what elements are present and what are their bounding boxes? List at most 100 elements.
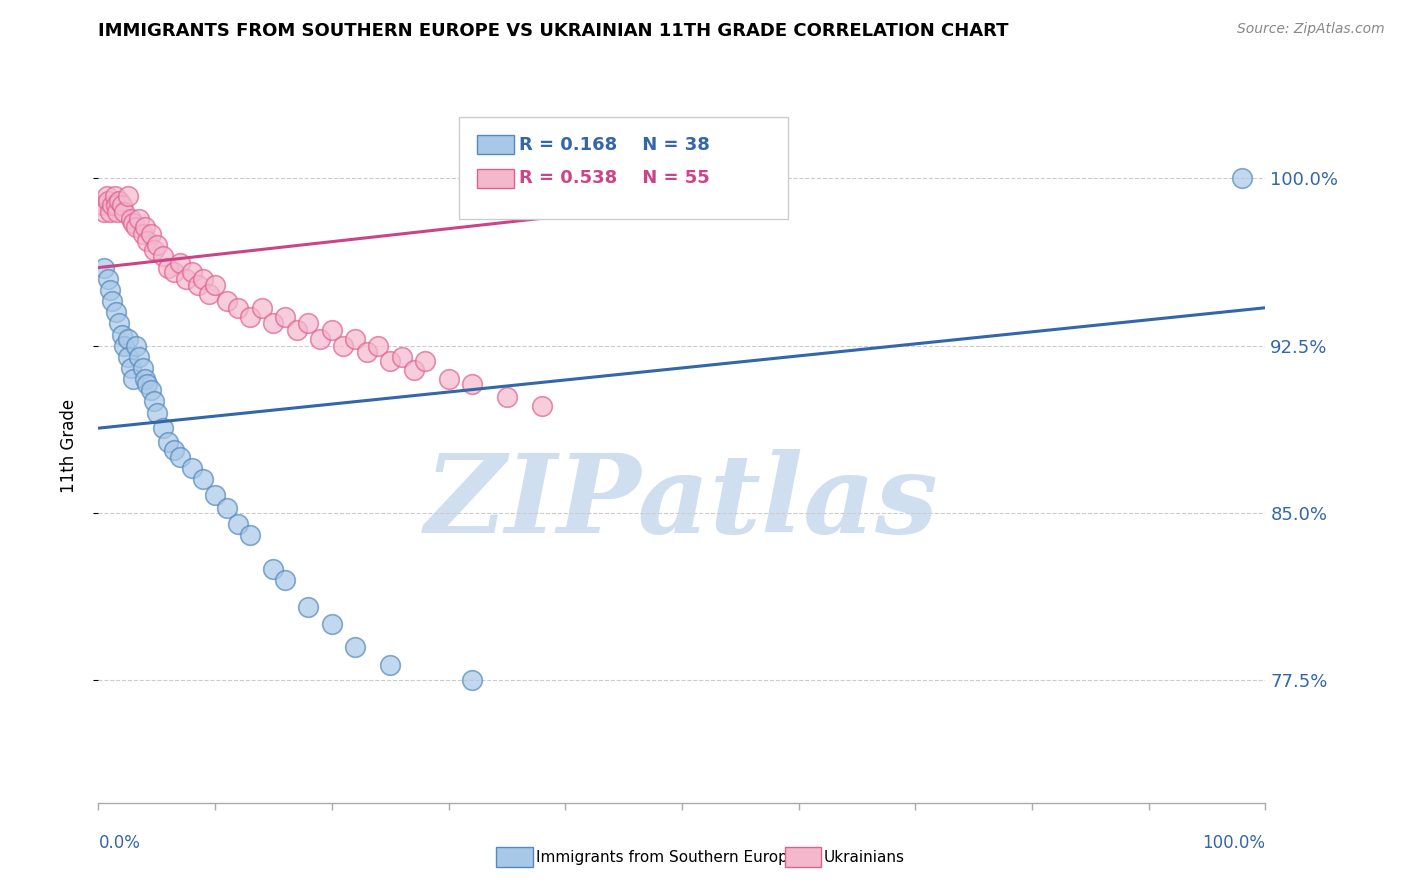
Point bbox=[437, 372, 460, 386]
Point bbox=[174, 271, 197, 285]
Point bbox=[111, 198, 134, 212]
Point bbox=[262, 316, 284, 330]
Point bbox=[215, 294, 238, 309]
Point bbox=[98, 283, 121, 297]
Point bbox=[132, 227, 155, 242]
Point bbox=[98, 204, 121, 219]
Point bbox=[128, 211, 150, 226]
Point bbox=[122, 372, 145, 386]
Point bbox=[96, 189, 118, 203]
Point bbox=[139, 384, 162, 398]
Point bbox=[120, 361, 142, 376]
Point bbox=[321, 323, 343, 337]
Point bbox=[104, 189, 127, 203]
Point bbox=[180, 265, 202, 279]
Point bbox=[111, 327, 134, 342]
Text: 100.0%: 100.0% bbox=[1202, 834, 1265, 852]
Point bbox=[157, 434, 180, 449]
Point bbox=[250, 301, 273, 315]
Point bbox=[152, 250, 174, 264]
Point bbox=[285, 323, 308, 337]
Point bbox=[146, 405, 169, 419]
Point bbox=[309, 332, 332, 346]
Point bbox=[204, 488, 226, 502]
Point bbox=[180, 461, 202, 475]
Point bbox=[104, 305, 127, 319]
Point bbox=[530, 399, 553, 413]
Point bbox=[117, 189, 139, 203]
Text: R = 0.538    N = 55: R = 0.538 N = 55 bbox=[519, 169, 710, 187]
Point bbox=[104, 198, 127, 212]
Point bbox=[117, 332, 139, 346]
Point bbox=[128, 350, 150, 364]
Point bbox=[108, 194, 131, 208]
Point bbox=[239, 310, 262, 324]
Point bbox=[134, 372, 156, 386]
Point bbox=[105, 204, 128, 219]
Point bbox=[139, 227, 162, 242]
Point bbox=[367, 339, 389, 353]
Text: ZIPatlas: ZIPatlas bbox=[425, 450, 939, 557]
Point bbox=[97, 194, 120, 208]
Point bbox=[344, 640, 367, 654]
Point bbox=[274, 310, 297, 324]
Point bbox=[495, 390, 517, 404]
Text: Source: ZipAtlas.com: Source: ZipAtlas.com bbox=[1237, 22, 1385, 37]
Point bbox=[112, 339, 135, 353]
Point bbox=[461, 376, 484, 391]
Point bbox=[90, 198, 112, 212]
Point bbox=[228, 301, 250, 315]
Point bbox=[101, 198, 124, 212]
Point bbox=[187, 278, 209, 293]
Text: 0.0%: 0.0% bbox=[98, 834, 141, 852]
Point bbox=[117, 350, 139, 364]
Point bbox=[125, 339, 148, 353]
Point bbox=[93, 260, 115, 275]
Point bbox=[193, 473, 215, 487]
Point bbox=[198, 287, 221, 301]
Point bbox=[239, 528, 262, 542]
Point bbox=[108, 316, 131, 330]
Point bbox=[356, 345, 378, 359]
Point bbox=[152, 421, 174, 435]
Text: R = 0.168    N = 38: R = 0.168 N = 38 bbox=[519, 136, 710, 153]
Point bbox=[122, 216, 145, 230]
Point bbox=[262, 562, 284, 576]
Point bbox=[93, 204, 115, 219]
Point bbox=[169, 450, 191, 465]
Point bbox=[143, 394, 166, 409]
Point bbox=[378, 657, 402, 672]
Point bbox=[169, 256, 191, 270]
Point bbox=[378, 354, 402, 368]
Point bbox=[97, 271, 120, 285]
Point bbox=[125, 220, 148, 235]
Y-axis label: 11th Grade: 11th Grade bbox=[59, 399, 77, 493]
Point bbox=[120, 211, 142, 226]
Point bbox=[112, 204, 135, 219]
Point bbox=[157, 260, 180, 275]
Point bbox=[413, 354, 436, 368]
Point bbox=[274, 573, 297, 587]
Point bbox=[204, 278, 226, 293]
Point bbox=[101, 294, 124, 309]
Point bbox=[132, 361, 155, 376]
Point bbox=[1230, 171, 1253, 186]
Point bbox=[143, 243, 166, 257]
Point bbox=[136, 234, 159, 248]
Point bbox=[163, 265, 186, 279]
Text: Ukrainians: Ukrainians bbox=[824, 850, 905, 864]
Point bbox=[461, 673, 484, 687]
Point bbox=[163, 443, 186, 458]
Point bbox=[146, 238, 169, 252]
Text: Immigrants from Southern Europe: Immigrants from Southern Europe bbox=[536, 850, 797, 864]
Point bbox=[332, 339, 354, 353]
Point bbox=[402, 363, 425, 377]
Point bbox=[215, 501, 238, 516]
Point bbox=[136, 376, 159, 391]
Point bbox=[297, 316, 319, 330]
Point bbox=[297, 599, 319, 614]
Point bbox=[391, 350, 413, 364]
Point bbox=[134, 220, 156, 235]
Point bbox=[228, 517, 250, 532]
Point bbox=[344, 332, 367, 346]
